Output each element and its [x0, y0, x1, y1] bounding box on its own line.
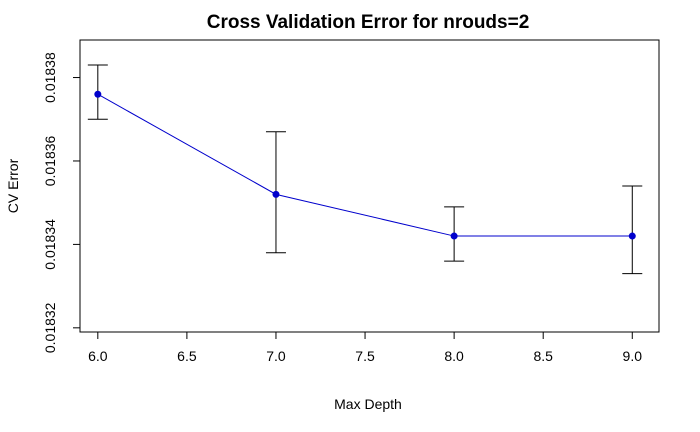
y-tick-label: 0.01834	[42, 219, 58, 270]
y-tick-label: 0.01836	[42, 135, 58, 186]
y-tick-label: 0.01838	[42, 52, 58, 103]
data-point	[272, 190, 280, 198]
data-point	[94, 90, 102, 98]
x-tick-label: 6.0	[88, 348, 108, 364]
data-point	[450, 232, 458, 240]
x-tick-label: 8.0	[444, 348, 464, 364]
plot-area-frame	[79, 39, 660, 333]
x-tick-label: 9.0	[623, 348, 643, 364]
cv-error-line	[97, 93, 633, 237]
data-point	[628, 232, 636, 240]
x-tick-label: 6.5	[177, 348, 197, 364]
chart-title: Cross Validation Error for nrouds=2	[207, 12, 530, 33]
x-tick-label: 7.5	[355, 348, 375, 364]
cv-error-series	[87, 64, 643, 275]
y-axis: 0.01832 0.01834 0.01836 0.01838	[42, 52, 81, 353]
y-axis-label: CV Error	[5, 158, 21, 213]
x-axis-label: Max Depth	[334, 396, 402, 412]
x-tick-label: 7.0	[266, 348, 286, 364]
y-tick-label: 0.01832	[42, 302, 58, 353]
x-axis: 6.0 6.5 7.0 7.5 8.0 8.5 9.0	[88, 331, 643, 364]
x-tick-label: 8.5	[533, 348, 553, 364]
